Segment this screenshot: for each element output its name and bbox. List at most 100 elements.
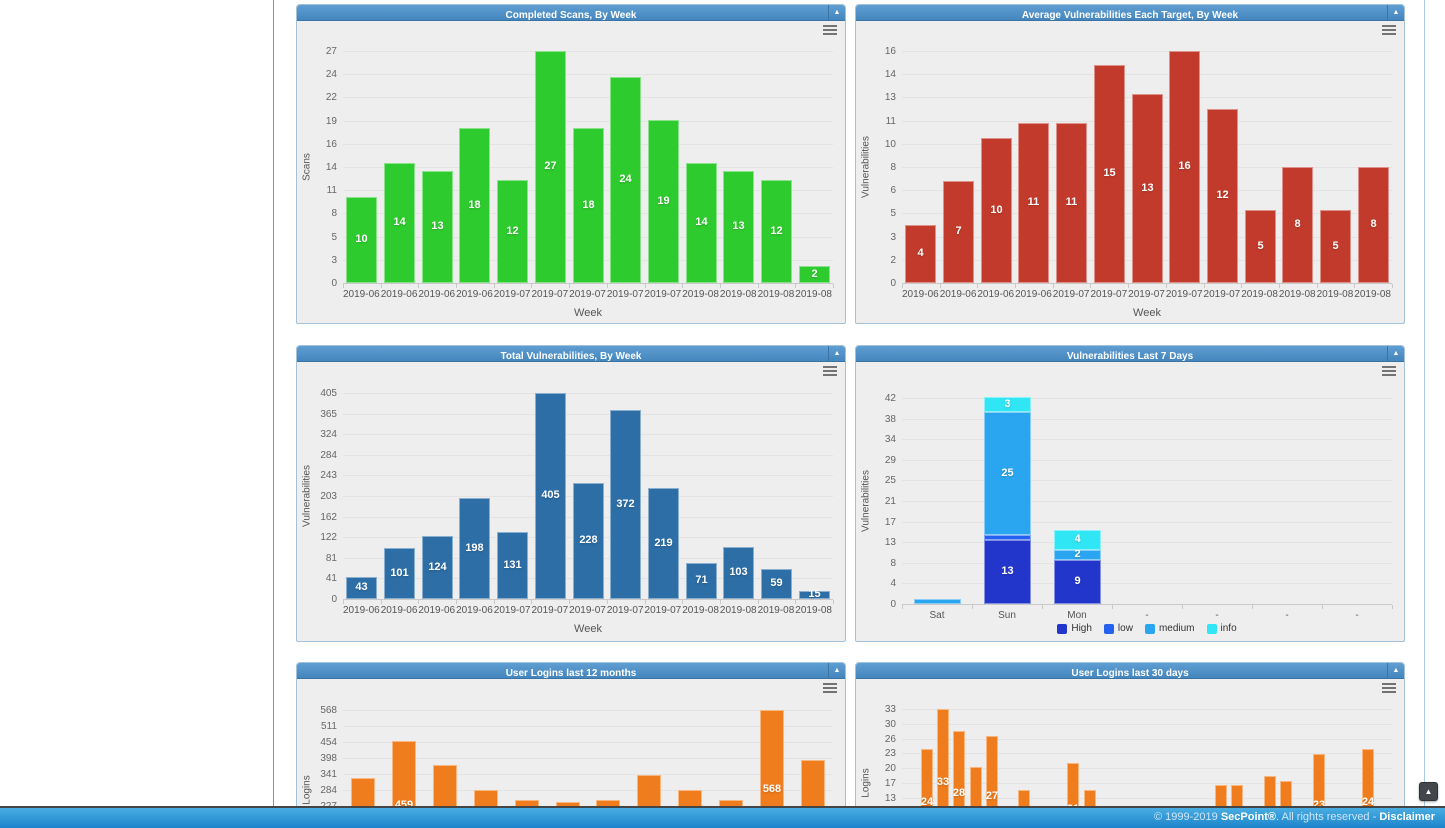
bar[interactable]	[573, 128, 604, 283]
bar[interactable]	[984, 540, 1031, 604]
chart-menu-button[interactable]	[1382, 366, 1396, 378]
disclaimer-link[interactable]: Disclaimer	[1379, 811, 1435, 823]
x-tick-label: 2019-07…	[1090, 289, 1128, 300]
y-tick-label: 13	[884, 92, 896, 103]
y-tick-label: 454	[320, 737, 337, 748]
bar[interactable]	[384, 163, 415, 283]
bar[interactable]	[761, 569, 792, 599]
bar[interactable]	[459, 498, 490, 599]
y-axis-title: Scans	[301, 153, 313, 181]
panel-collapse-button[interactable]: ▲	[828, 663, 845, 678]
bar[interactable]	[648, 120, 679, 283]
bar[interactable]	[1094, 65, 1125, 283]
chart-menu-button[interactable]	[823, 366, 837, 378]
bar[interactable]	[1207, 109, 1238, 283]
bar[interactable]	[422, 171, 453, 283]
y-tick-label: 0	[890, 599, 896, 610]
bar[interactable]	[686, 563, 717, 599]
legend-chip	[1206, 623, 1217, 634]
bar[interactable]	[984, 412, 1031, 535]
panel-collapse-button[interactable]: ▲	[828, 5, 845, 20]
x-tick-mark	[1090, 284, 1091, 288]
chart-menu-button[interactable]	[823, 25, 837, 37]
bar[interactable]	[1054, 560, 1101, 604]
bar[interactable]	[648, 488, 679, 599]
chart-menu-button[interactable]	[1382, 25, 1396, 37]
x-axis-title: Week	[1133, 307, 1161, 319]
bar[interactable]	[346, 197, 377, 283]
x-tick-label: -	[1355, 610, 1359, 621]
legend-item-high[interactable]: High	[1057, 623, 1092, 634]
bar[interactable]	[686, 163, 717, 283]
scroll-to-top-button[interactable]: ▲	[1419, 782, 1438, 801]
bar[interactable]	[723, 171, 754, 283]
bar[interactable]	[914, 599, 961, 604]
bar[interactable]	[535, 393, 566, 599]
legend-label: info	[1220, 623, 1237, 634]
panel-user-logins-last-30-days: User Logins last 30 days ▲ 0371013172023…	[855, 662, 1405, 828]
y-tick-label: 29	[884, 455, 896, 466]
bar[interactable]	[422, 536, 453, 599]
panel-header: Average Vulnerabilities Each Target, By …	[856, 5, 1404, 21]
bar[interactable]	[384, 548, 415, 599]
panel-header: Completed Scans, By Week ▲	[297, 5, 845, 21]
bar[interactable]	[986, 736, 998, 828]
chart-menu-button[interactable]	[823, 683, 837, 695]
bar[interactable]	[610, 77, 641, 283]
bar[interactable]	[1132, 94, 1163, 283]
x-tick-mark	[1053, 284, 1054, 288]
bar[interactable]	[943, 181, 974, 283]
gridline	[902, 798, 1392, 799]
bar[interactable]	[984, 397, 1031, 412]
bar[interactable]	[1169, 51, 1200, 283]
bar[interactable]	[610, 410, 641, 599]
bar[interactable]	[1018, 123, 1049, 283]
panel-collapse-button[interactable]: ▲	[828, 346, 845, 361]
bar[interactable]	[1245, 210, 1276, 283]
bar[interactable]	[346, 577, 377, 599]
x-tick-label: 2019-08…	[719, 605, 758, 616]
bar[interactable]	[761, 180, 792, 283]
x-tick-mark	[381, 600, 382, 604]
bar[interactable]	[497, 180, 528, 283]
bar[interactable]	[497, 532, 528, 599]
y-tick-label: 14	[325, 162, 337, 173]
x-tick-mark	[531, 284, 532, 288]
bar[interactable]	[953, 731, 965, 828]
bar[interactable]	[1054, 550, 1101, 560]
bar[interactable]	[799, 266, 830, 283]
panel-collapse-button[interactable]: ▲	[1387, 5, 1404, 20]
legend-item-medium[interactable]: medium	[1144, 623, 1195, 634]
bar[interactable]	[937, 709, 949, 828]
x-axis-line	[902, 604, 1392, 605]
y-tick-label: 13	[884, 537, 896, 548]
y-tick-label: 6	[890, 185, 896, 196]
bar[interactable]	[799, 591, 830, 599]
legend-item-info[interactable]: info	[1206, 623, 1237, 634]
chart-menu-button[interactable]	[1382, 683, 1396, 695]
bar[interactable]	[984, 535, 1031, 540]
x-tick-mark	[1317, 284, 1318, 288]
x-tick-mark	[1392, 284, 1393, 288]
legend-item-low[interactable]: low	[1103, 623, 1133, 634]
bar[interactable]	[981, 138, 1012, 283]
bar[interactable]	[905, 225, 936, 283]
bar[interactable]	[723, 547, 754, 599]
panel-collapse-button[interactable]: ▲	[1387, 346, 1404, 361]
bar[interactable]	[459, 128, 490, 283]
x-tick-mark	[1182, 605, 1183, 609]
y-tick-label: 0	[331, 278, 337, 289]
bar[interactable]	[573, 483, 604, 599]
x-tick-mark	[531, 600, 532, 604]
bar[interactable]	[1054, 530, 1101, 550]
panel-collapse-button[interactable]: ▲	[1387, 663, 1404, 678]
bar[interactable]	[535, 51, 566, 283]
gridline	[343, 414, 833, 415]
bar[interactable]	[1358, 167, 1389, 283]
y-tick-label: 511	[321, 721, 337, 732]
bar[interactable]	[1282, 167, 1313, 283]
bar[interactable]	[1320, 210, 1351, 283]
bar[interactable]	[1056, 123, 1087, 283]
panel-vulnerabilities-last-7-days: Vulnerabilities Last 7 Days ▲ 0 4 8 13 17 21 2…	[855, 345, 1405, 642]
